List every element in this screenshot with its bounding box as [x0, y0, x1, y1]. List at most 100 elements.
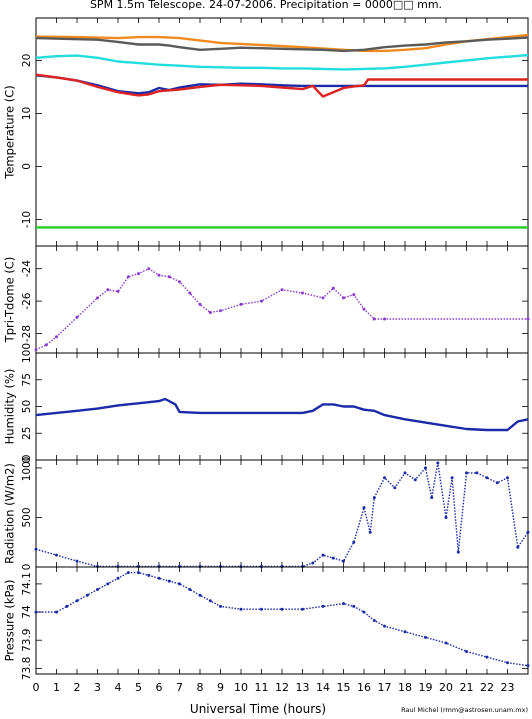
y-axis-label: Radiation (W/m2): [3, 463, 17, 564]
y-tick-label: 1000: [21, 455, 33, 482]
data-point: [219, 309, 222, 313]
y-tick-label: 10: [21, 107, 33, 120]
data-point: [188, 291, 192, 295]
data-point: [301, 291, 304, 295]
data-point: [260, 299, 263, 303]
data-point: [96, 588, 99, 591]
data-point: [188, 588, 192, 591]
x-tick-label: 23: [501, 681, 515, 694]
data-point: [362, 307, 366, 311]
data-point: [342, 296, 345, 300]
data-point: [311, 561, 315, 565]
y-tick-label: 73.9: [21, 629, 33, 652]
data-point: [116, 576, 120, 580]
data-point: [485, 655, 489, 659]
data-point: [403, 630, 407, 634]
panel-frame: [35, 245, 529, 354]
data-point: [116, 289, 120, 293]
x-axis: 0 1 2 3 4 5 6 7 8 9 10 11 12 13 14 15 16 17 18 19 20 21 22 23: [33, 681, 515, 694]
data-point: [444, 641, 448, 645]
data-point: [198, 593, 202, 597]
data-point: [34, 610, 38, 614]
data-point: [178, 280, 181, 284]
x-tick-label: 14: [316, 681, 330, 694]
data-point: [383, 476, 386, 480]
data-point: [430, 496, 434, 500]
y-tick-label: 0: [21, 163, 33, 170]
x-tick-label: 21: [460, 681, 474, 694]
data-point: [526, 664, 530, 668]
data-point: [465, 471, 468, 475]
data-point: [126, 571, 130, 575]
data-point: [352, 604, 356, 608]
data-point: [147, 267, 151, 271]
data-point: [368, 530, 372, 534]
data-point: [352, 540, 356, 544]
data-point: [475, 471, 479, 475]
series-line-4: [35, 73, 528, 98]
data-point: [506, 661, 509, 665]
data-point: [239, 302, 243, 306]
data-point: [280, 607, 284, 611]
data-point: [34, 348, 38, 352]
data-point: [362, 610, 366, 614]
data-point: [403, 471, 407, 475]
x-tick-label: 18: [398, 681, 412, 694]
data-point: [321, 604, 325, 608]
data-point: [321, 553, 325, 557]
data-point: [55, 610, 58, 614]
data-point: [383, 317, 386, 321]
data-point: [157, 273, 161, 277]
y-tick-label: 75: [21, 373, 33, 386]
y-tick-label: -24: [21, 260, 33, 277]
x-tick-label: 4: [115, 681, 122, 694]
data-point: [178, 582, 181, 586]
panel-4: 73.8 73.9 74 74.1 Pressure (kPa): [3, 566, 530, 680]
data-point: [167, 275, 171, 279]
data-point: [208, 311, 212, 314]
x-tick-label: 13: [296, 681, 310, 694]
data-point: [506, 476, 509, 480]
data-point: [342, 559, 345, 563]
x-tick-label: 2: [74, 681, 81, 694]
data-point: [526, 530, 530, 534]
x-tick-label: 6: [156, 681, 163, 694]
panel-1: -28 -26 -24 Tpri-Tdome (C): [3, 245, 530, 354]
x-tick-label: 0: [33, 681, 40, 694]
data-point: [137, 272, 140, 276]
y-axis-label: Tpri-Tdome (C): [3, 257, 17, 344]
data-point: [372, 317, 376, 321]
series-line-2: [35, 53, 529, 71]
y-tick-label: 50: [21, 400, 33, 413]
chart-title: SPM 1.5m Telescope. 24-07-2006. Precipit…: [90, 0, 442, 11]
y-tick-label: 74: [21, 605, 33, 619]
data-point: [75, 559, 79, 563]
data-point: [413, 478, 417, 482]
data-point: [167, 579, 171, 583]
data-point: [55, 335, 58, 339]
y-tick-label: 25: [21, 427, 33, 440]
x-tick-label: 10: [234, 681, 248, 694]
data-point: [106, 582, 110, 586]
data-point: [424, 635, 427, 639]
y-tick-label: 0: [21, 564, 33, 571]
y-tick-label: 500: [21, 507, 33, 527]
panel-frame: [35, 459, 529, 568]
data-point: [157, 576, 161, 580]
data-point: [280, 288, 284, 292]
data-point: [516, 545, 520, 549]
data-point: [342, 602, 345, 606]
panel-3: 0 500 1000 Radiation (W/m2): [3, 455, 530, 571]
data-point: [372, 496, 376, 500]
data-point: [444, 516, 448, 519]
data-point: [393, 486, 397, 490]
data-point: [198, 302, 202, 306]
data-point: [383, 624, 386, 628]
x-tick-label: 20: [439, 681, 453, 694]
series-line-0: [35, 397, 529, 432]
y-tick-label: 20: [21, 54, 33, 67]
data-point: [485, 476, 489, 480]
series-trace-0: [35, 267, 528, 351]
data-point: [96, 296, 99, 300]
data-point: [331, 286, 335, 290]
